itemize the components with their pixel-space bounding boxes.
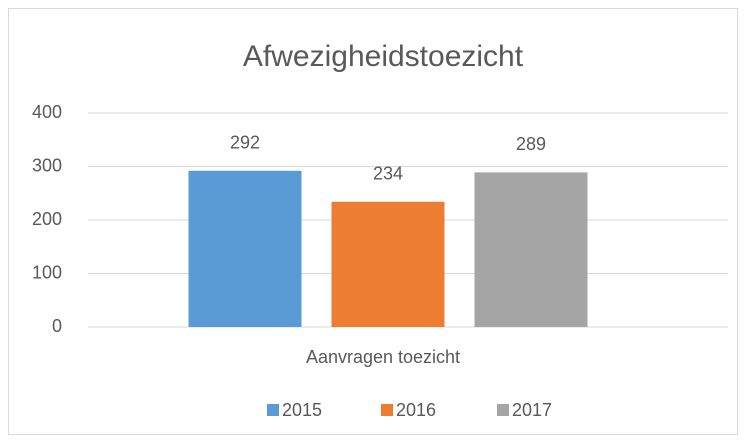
legend-swatch <box>267 404 279 416</box>
value-label: 289 <box>516 134 546 154</box>
legend-swatch <box>381 404 393 416</box>
bar <box>188 170 302 327</box>
y-tick-label: 100 <box>32 262 62 282</box>
y-tick-label: 400 <box>32 102 62 122</box>
y-tick-label: 0 <box>52 316 62 336</box>
value-label: 234 <box>373 164 403 184</box>
value-label: 292 <box>230 133 260 153</box>
bar <box>331 201 445 327</box>
chart-title: Afwezigheidstoezicht <box>243 40 524 73</box>
bar <box>474 172 588 327</box>
y-tick-label: 200 <box>32 209 62 229</box>
legend-label: 2017 <box>512 400 552 420</box>
x-tick-label: Aanvragen toezicht <box>306 347 460 367</box>
legend-swatch <box>497 404 509 416</box>
y-tick-label: 300 <box>32 155 62 175</box>
legend-label: 2016 <box>396 400 436 420</box>
legend-label: 2015 <box>282 400 322 420</box>
